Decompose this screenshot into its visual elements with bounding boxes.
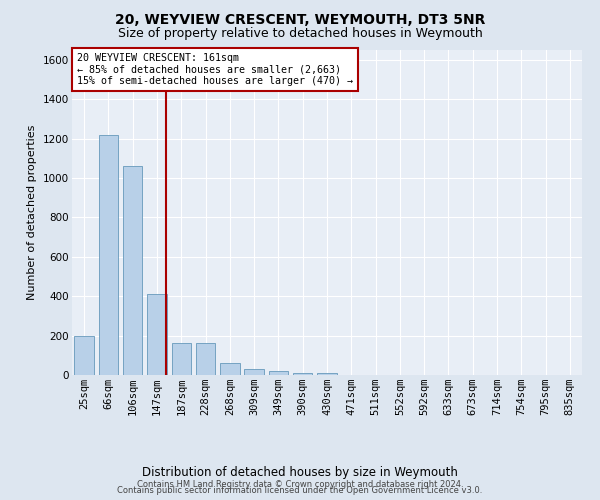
Bar — [172, 344, 191, 375]
Bar — [293, 373, 313, 375]
Text: 20, WEYVIEW CRESCENT, WEYMOUTH, DT3 5NR: 20, WEYVIEW CRESCENT, WEYMOUTH, DT3 5NR — [115, 12, 485, 26]
Text: 20 WEYVIEW CRESCENT: 161sqm
← 85% of detached houses are smaller (2,663)
15% of : 20 WEYVIEW CRESCENT: 161sqm ← 85% of det… — [77, 53, 353, 86]
Text: Size of property relative to detached houses in Weymouth: Size of property relative to detached ho… — [118, 28, 482, 40]
Y-axis label: Number of detached properties: Number of detached properties — [28, 125, 37, 300]
Text: Contains public sector information licensed under the Open Government Licence v3: Contains public sector information licen… — [118, 486, 482, 495]
Bar — [269, 371, 288, 375]
Bar — [317, 373, 337, 375]
Bar — [196, 344, 215, 375]
Bar — [99, 134, 118, 375]
Bar — [147, 294, 167, 375]
Text: Contains HM Land Registry data © Crown copyright and database right 2024.: Contains HM Land Registry data © Crown c… — [137, 480, 463, 489]
Bar — [244, 369, 264, 375]
Bar — [74, 336, 94, 375]
Bar — [220, 363, 239, 375]
Text: Distribution of detached houses by size in Weymouth: Distribution of detached houses by size … — [142, 466, 458, 479]
Bar — [123, 166, 142, 375]
